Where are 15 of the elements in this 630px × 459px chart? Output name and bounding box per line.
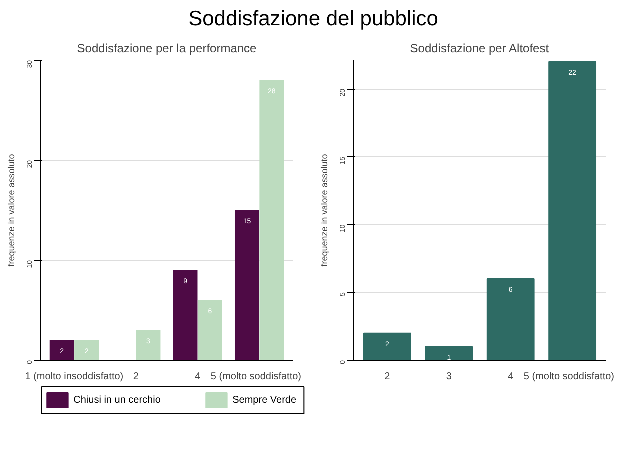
legend-label: Chiusi in un cerchio <box>74 395 162 406</box>
x-tick-label: 2 <box>133 372 140 382</box>
x-tick-label: 4 <box>195 372 202 382</box>
y-axis-title: frequenze in valore assoluto <box>320 154 330 267</box>
x-tick-label: 5 (molto soddisfatto) <box>210 372 302 382</box>
chart-title: Soddisfazione per la performance <box>77 42 258 56</box>
x-tick-label: 5 (molto soddisfatto) <box>524 372 615 382</box>
chart-title: Soddisfazione per Altofest <box>410 42 550 56</box>
x-tick-label: 1 (molto insoddisfatto) <box>25 372 124 382</box>
text: Soddisfazione del pubblico <box>188 8 438 31</box>
x-tick-label: 4 <box>508 372 514 382</box>
y-axis-title: frequenze in valore assoluto <box>6 154 16 267</box>
x-tick-label: 3 <box>446 372 452 382</box>
x-tick-label: 2 <box>384 372 391 382</box>
legend-label: Sempre Verde <box>232 395 297 406</box>
